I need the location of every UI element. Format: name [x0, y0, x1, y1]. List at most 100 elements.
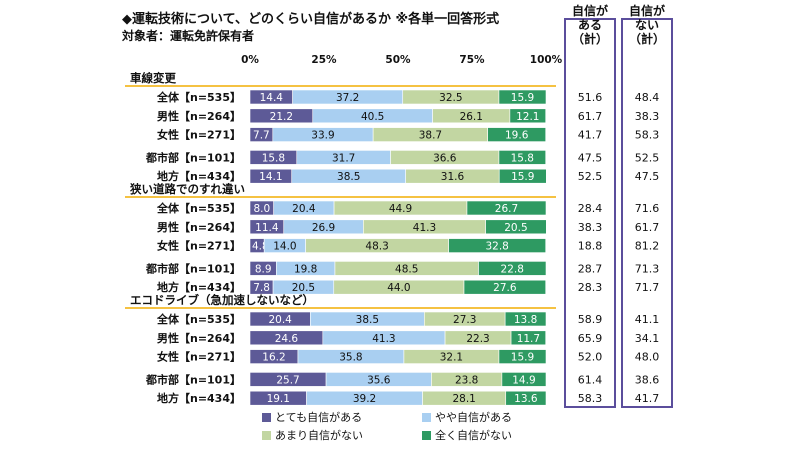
- not-confident-total-value: 58.3: [635, 129, 660, 142]
- confident-total-value: 61.4: [578, 373, 603, 386]
- data-label: 32.5: [439, 92, 462, 104]
- not-confident-total-value: 71.3: [635, 262, 660, 275]
- confident-total-value: 28.4: [578, 202, 603, 215]
- section-title: 狭い道路でのすれ違い: [129, 182, 245, 196]
- bar-segment: [501, 372, 547, 387]
- x-tick-label: 100%: [530, 54, 563, 66]
- data-label: 12.1: [516, 111, 539, 123]
- data-label: 15.8: [511, 152, 534, 164]
- data-label: 38.5: [337, 171, 360, 183]
- data-label: 48.3: [365, 241, 388, 253]
- bar-segment: [498, 89, 547, 105]
- data-label: 32.8: [485, 241, 508, 253]
- not-confident-total-value: 41.1: [635, 313, 660, 326]
- legend-item: とても自信がある: [262, 409, 362, 425]
- data-label: 27.3: [453, 314, 476, 326]
- confident-total-value: 38.3: [578, 221, 603, 234]
- confident-total-value: 52.5: [578, 170, 603, 183]
- legend-item: あまり自信がない: [262, 427, 363, 443]
- not-confident-total-value: 81.2: [635, 240, 660, 253]
- row-label: 全体【n=535】: [156, 201, 241, 215]
- row-label: 都市部【n=101】: [145, 150, 241, 164]
- bar-segment: [498, 349, 547, 364]
- row-label: 女性【n=271】: [157, 128, 241, 142]
- row-label: 全体【n=535】: [156, 90, 241, 104]
- data-label: 14.4: [260, 92, 284, 104]
- data-label: 14.0: [273, 241, 296, 253]
- data-label: 15.9: [511, 171, 534, 183]
- data-label: 32.1: [440, 352, 463, 364]
- data-label: 19.8: [294, 263, 317, 275]
- row-label: 都市部【n=101】: [145, 372, 241, 386]
- legend-label: 全く自信がない: [435, 429, 512, 442]
- data-label: 20.4: [268, 314, 292, 326]
- data-label: 27.6: [493, 282, 517, 294]
- confident-total-value: 58.9: [578, 313, 603, 326]
- not-confident-total-header: 自信が ない （計）: [620, 4, 674, 46]
- data-label: 19.6: [505, 130, 529, 142]
- data-label: 44.0: [387, 282, 410, 294]
- row-label: 地方【n=434】: [157, 391, 241, 405]
- bar-segment: [509, 108, 547, 124]
- not-confident-total-value: 52.5: [635, 151, 660, 164]
- bar-segment: [466, 200, 547, 216]
- summary-header-line: ある: [577, 18, 602, 32]
- not-confident-total-value: 38.6: [635, 373, 660, 386]
- x-tick-label: 75%: [459, 54, 485, 66]
- bar-segment: [498, 168, 547, 184]
- confident-total-box: [564, 18, 616, 408]
- confident-total-value: 52.0: [578, 351, 603, 364]
- data-label: 11.4: [255, 222, 279, 234]
- data-label: 26.7: [495, 203, 518, 215]
- not-confident-total-value: 47.5: [635, 170, 660, 183]
- data-label: 20.5: [292, 282, 315, 294]
- data-label: 31.7: [332, 152, 355, 164]
- not-confident-total-value: 61.7: [635, 221, 660, 234]
- not-confident-total-value: 48.4: [635, 91, 660, 104]
- legend-label: とても自信がある: [275, 411, 363, 424]
- not-confident-total-value: 71.7: [635, 281, 660, 294]
- not-confident-total-value: 38.3: [635, 110, 660, 123]
- not-confident-total-value: 71.6: [635, 202, 660, 215]
- data-label: 39.2: [353, 393, 376, 405]
- data-label: 36.6: [433, 152, 457, 164]
- data-label: 23.8: [455, 374, 478, 386]
- chart-subtitle: 対象者：運転免許保有者: [122, 29, 255, 43]
- confident-total-value: 28.7: [578, 262, 603, 275]
- confident-total-value: 18.8: [578, 240, 603, 253]
- data-label: 24.6: [275, 333, 299, 345]
- data-label: 22.3: [466, 333, 489, 345]
- data-label: 11.7: [517, 333, 540, 345]
- bar-segment: [463, 279, 547, 295]
- bar-segment: [448, 238, 547, 253]
- summary-header-line: （計）: [628, 32, 665, 46]
- data-label: 28.1: [452, 393, 475, 405]
- row-label: 地方【n=434】: [157, 169, 241, 183]
- data-label: 38.5: [356, 314, 379, 326]
- x-tick-label: 50%: [385, 54, 411, 66]
- legend-label: あまり自信がない: [275, 429, 363, 442]
- data-label: 14.1: [259, 171, 282, 183]
- legend-item: 全く自信がない: [422, 427, 512, 443]
- data-label: 35.6: [367, 374, 391, 386]
- data-label: 21.2: [270, 111, 293, 123]
- legend-item: やや自信がある: [422, 409, 512, 425]
- bar-segment: [505, 390, 547, 406]
- data-label: 15.9: [511, 92, 534, 104]
- confident-total-value: 47.5: [578, 151, 603, 164]
- confident-total-value: 51.6: [578, 91, 603, 104]
- data-label: 40.5: [361, 111, 384, 123]
- row-label: 全体【n=535】: [156, 312, 241, 326]
- confident-total-header: 自信が ある （計）: [563, 4, 617, 46]
- confident-total-value: 28.3: [578, 281, 603, 294]
- data-label: 20.4: [292, 203, 316, 215]
- row-label: 男性【n=264】: [157, 220, 241, 234]
- x-tick-label: 0%: [241, 54, 259, 66]
- data-label: 26.9: [312, 222, 335, 234]
- bar-segment: [498, 150, 547, 165]
- data-label: 7.7: [253, 130, 270, 142]
- bar-segment: [478, 261, 547, 276]
- data-label: 25.7: [276, 374, 299, 386]
- legend-swatch: [422, 413, 431, 422]
